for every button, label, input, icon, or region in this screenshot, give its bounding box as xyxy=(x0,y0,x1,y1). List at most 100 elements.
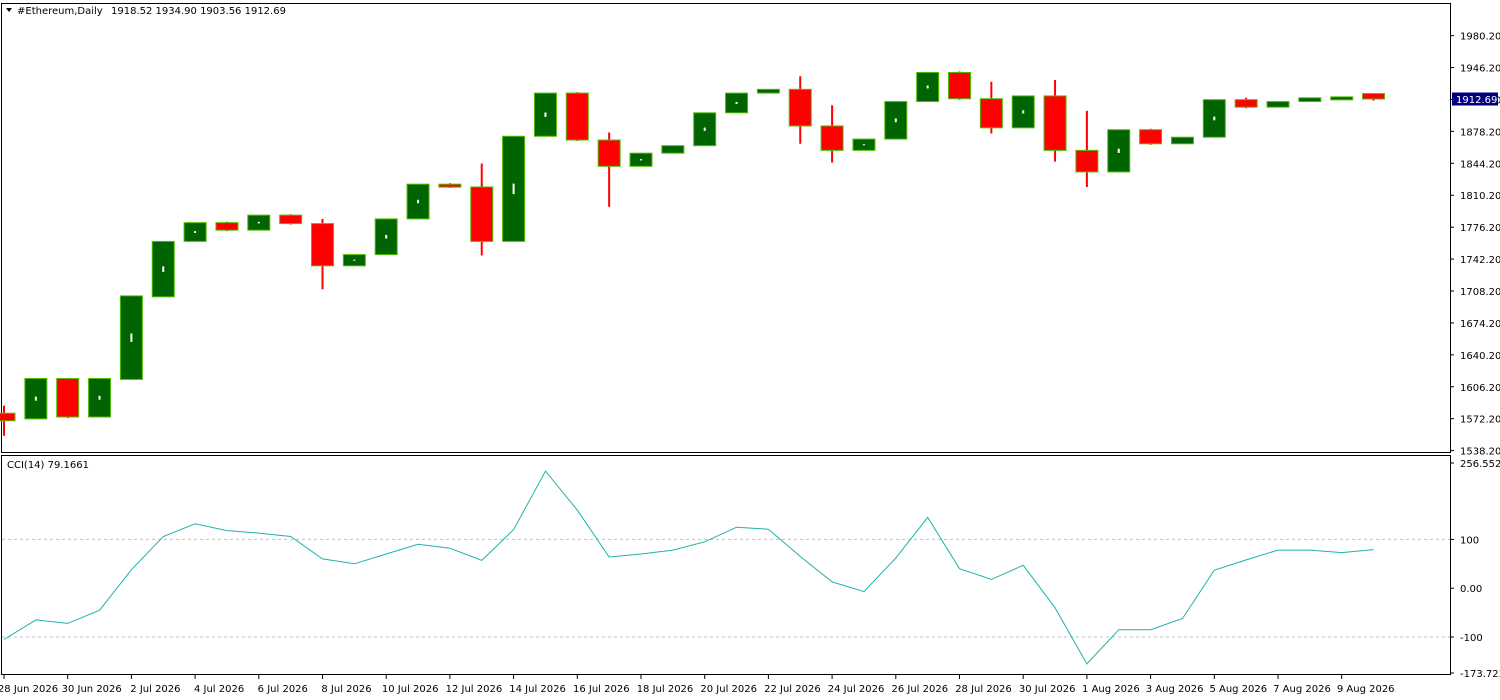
candle-body-bear xyxy=(215,222,239,231)
candle xyxy=(948,71,971,100)
time-tick-label: 8 Jul 2026 xyxy=(321,684,371,695)
candle-body-bear xyxy=(948,71,971,100)
candle xyxy=(693,111,717,147)
candle xyxy=(1170,136,1194,145)
candle xyxy=(979,81,1003,134)
main-chart-frame xyxy=(1,3,1451,453)
candlestick-series xyxy=(0,71,1386,436)
cci-series xyxy=(3,470,1374,665)
candle xyxy=(502,135,526,243)
cci-subwindow-frame xyxy=(1,455,1451,675)
candle xyxy=(1139,128,1163,145)
price-tick-label: 1640.20 xyxy=(1460,351,1500,362)
current-price-tag: 1912.69 xyxy=(1452,92,1498,106)
symbol-header: #Ethereum,Daily xyxy=(17,6,103,17)
candle-body-bear xyxy=(279,214,303,225)
candle xyxy=(725,92,749,114)
candle xyxy=(88,377,112,418)
candle-body-bear xyxy=(820,125,844,151)
candle xyxy=(1330,95,1354,101)
cci-line xyxy=(3,470,1374,665)
candle xyxy=(311,218,334,290)
candle xyxy=(533,92,557,138)
time-tick-label: 16 Jul 2026 xyxy=(573,684,630,695)
candle xyxy=(884,100,908,141)
collapse-triangle-icon[interactable] xyxy=(6,8,12,12)
candle-body-bear xyxy=(56,377,80,418)
candle xyxy=(852,120,876,158)
time-tick-label: 30 Jun 2026 xyxy=(62,684,122,695)
candle xyxy=(183,221,207,243)
price-tick-label: 1844.20 xyxy=(1460,159,1500,170)
ohlc-header: 1918.52 1934.90 1903.56 1912.69 xyxy=(111,6,286,17)
time-tick-label: 5 Aug 2026 xyxy=(1209,684,1267,695)
candle xyxy=(1043,79,1067,162)
candle xyxy=(406,183,430,220)
cci-tick-label: -100 xyxy=(1460,633,1483,644)
time-tick-label: 7 Aug 2026 xyxy=(1273,684,1331,695)
candle xyxy=(597,132,621,207)
cci-level-lines xyxy=(2,538,1450,638)
cci-tick-label: 0.00 xyxy=(1460,584,1482,595)
time-tick-label: 4 Jul 2026 xyxy=(194,684,244,695)
candle xyxy=(565,92,589,141)
candle xyxy=(1266,100,1290,109)
candle xyxy=(661,144,685,155)
candle-body-bull xyxy=(661,145,685,154)
candle xyxy=(279,214,303,225)
current-price-tag-background xyxy=(1452,92,1498,106)
time-tick-label: 6 Jul 2026 xyxy=(258,684,308,695)
candle-body-bear xyxy=(565,92,589,141)
candle-body-bull xyxy=(756,88,780,94)
current-price-label: 1912.69 xyxy=(1456,95,1497,106)
time-tick-label: 2 Jul 2026 xyxy=(130,684,180,695)
candle xyxy=(629,145,653,175)
price-tick-label: 1606.20 xyxy=(1460,383,1500,394)
candle-body-bull xyxy=(1266,101,1290,108)
candle xyxy=(0,405,16,436)
candle xyxy=(820,105,844,163)
cci-tick-label: -173.7234 xyxy=(1460,669,1500,680)
candle-body-bear xyxy=(1139,129,1163,145)
candle xyxy=(1011,79,1035,139)
time-tick-label: 30 Jul 2026 xyxy=(1019,684,1076,695)
price-tick-label: 1538.20 xyxy=(1460,447,1500,458)
price-tick-label: 1946.20 xyxy=(1460,64,1500,75)
candle-body-bull xyxy=(1170,136,1194,145)
candle xyxy=(24,377,48,420)
candle xyxy=(438,183,462,188)
candle-body-bear xyxy=(597,139,621,167)
candle-body-bear xyxy=(1362,93,1386,100)
candle xyxy=(1298,96,1322,103)
time-tick-label: 28 Jun 2026 xyxy=(0,684,58,695)
price-tick-label: 1776.20 xyxy=(1460,223,1500,234)
price-tick-label: 1980.20 xyxy=(1460,32,1500,43)
candle-body-bear xyxy=(311,223,334,267)
candle xyxy=(788,76,812,144)
candle xyxy=(1234,97,1258,109)
time-tick-label: 18 Jul 2026 xyxy=(637,684,694,695)
price-tick-label: 1810.20 xyxy=(1460,191,1500,202)
candle-body-bull xyxy=(1330,96,1354,101)
price-axis: 1980.201946.201912.201878.201844.201810.… xyxy=(1450,32,1500,458)
candle-body-bull xyxy=(1298,97,1322,103)
candle-body-bear xyxy=(1043,95,1067,151)
time-tick-label: 20 Jul 2026 xyxy=(700,684,757,695)
time-axis: 28 Jun 2026 30 Jun 2026 2 Jul 2026 4 Jul 20… xyxy=(0,675,1395,695)
candle xyxy=(151,240,175,298)
candle xyxy=(342,239,366,282)
cci-axis: 256.5528 100 0.00 -100 -173.7234 xyxy=(1450,459,1500,680)
candle-body-bear xyxy=(0,412,16,422)
candle-body-bear xyxy=(1234,99,1258,108)
cci-header: CCI(14) 79.1661 xyxy=(7,460,89,471)
time-tick-label: 24 Jul 2026 xyxy=(828,684,885,695)
time-tick-label: 14 Jul 2026 xyxy=(509,684,566,695)
price-tick-label: 1674.20 xyxy=(1460,319,1500,330)
cci-tick-label: 100 xyxy=(1460,535,1479,546)
candle-body-bear xyxy=(438,183,462,188)
candle xyxy=(247,214,271,232)
candle-body-bear xyxy=(788,88,812,127)
candle xyxy=(470,163,494,256)
time-tick-label: 10 Jul 2026 xyxy=(382,684,439,695)
candle xyxy=(756,88,780,95)
